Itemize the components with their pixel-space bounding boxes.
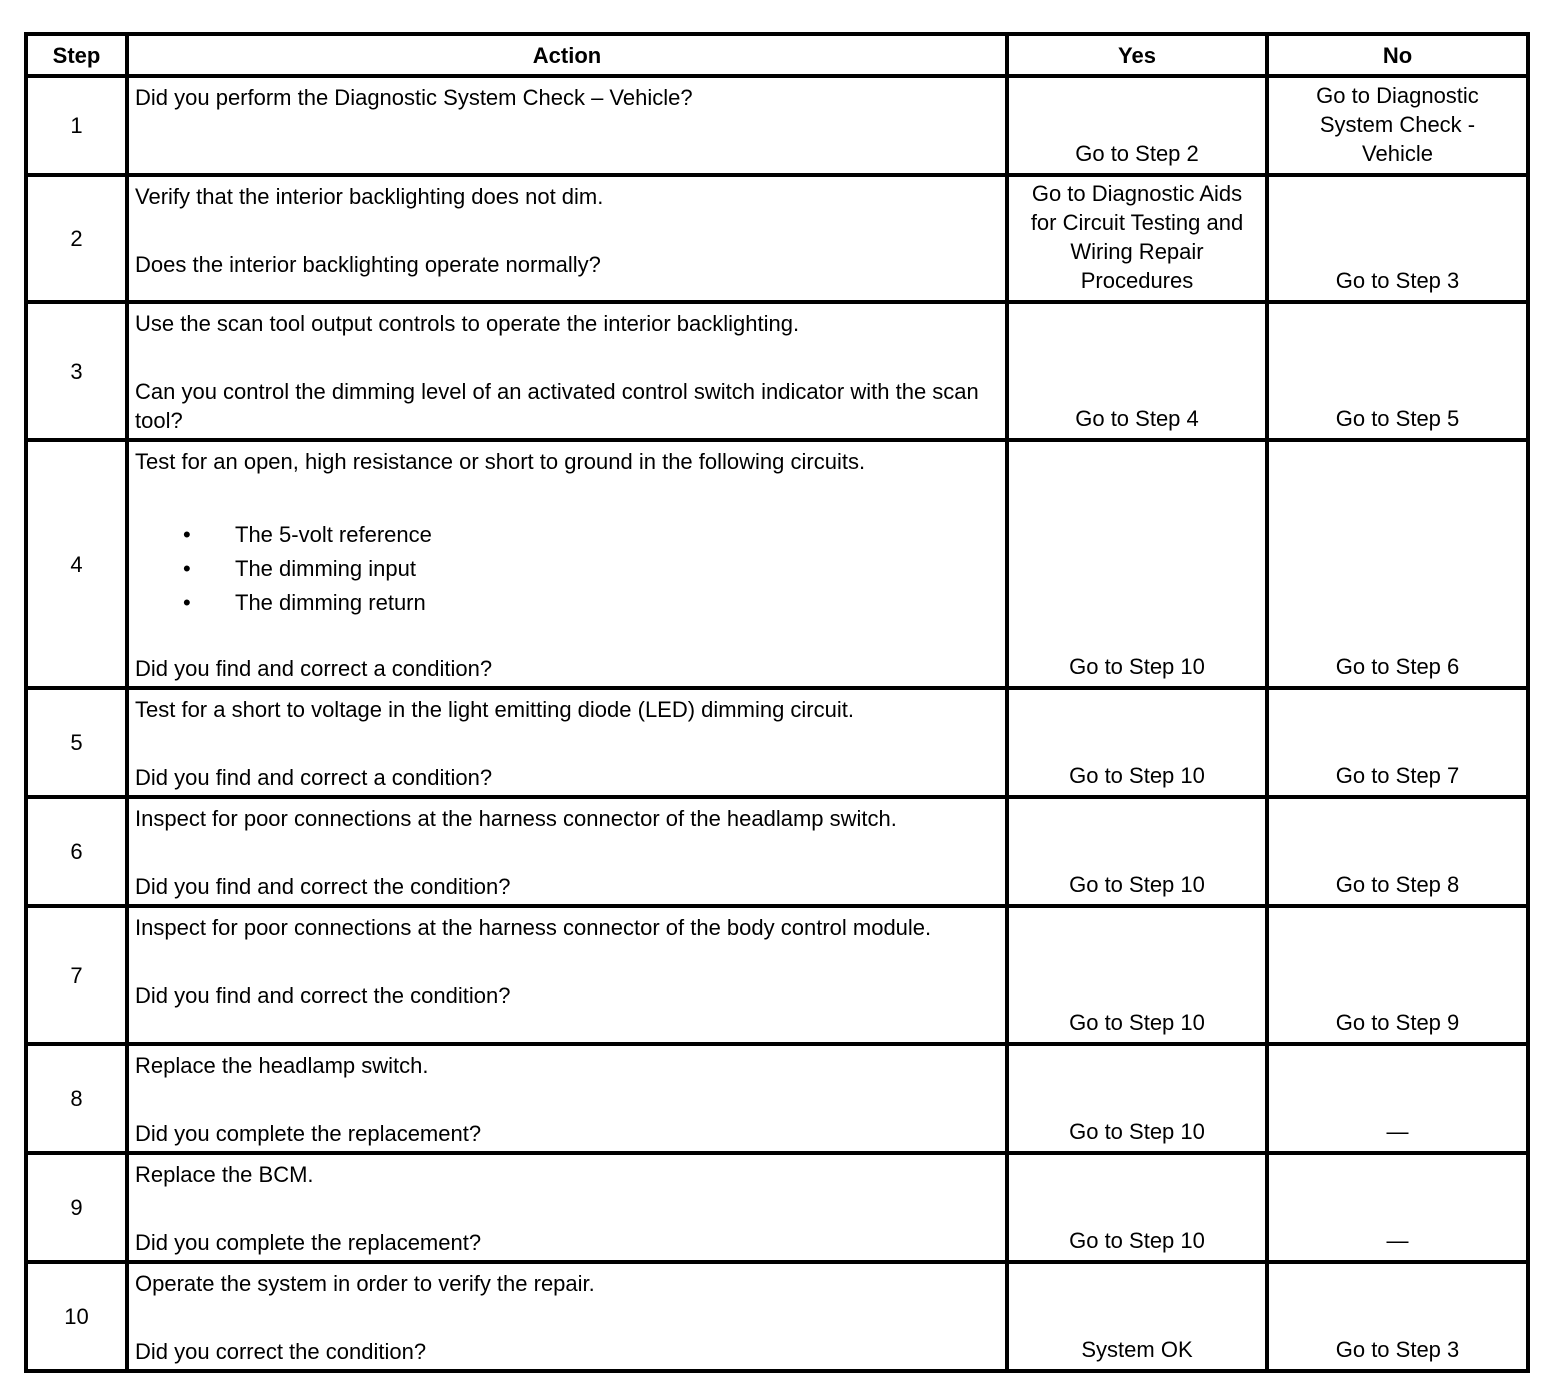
no-result: — xyxy=(1265,1042,1530,1155)
action-text: Did you find and correct a condition? xyxy=(135,656,493,681)
yes-result: Go to Step 10 xyxy=(1005,686,1269,799)
header-step: Step xyxy=(24,32,129,78)
bullet-icon: • xyxy=(183,590,191,615)
action-text: Did you perform the Diagnostic System Ch… xyxy=(135,85,693,110)
action-text: Verify that the interior backlighting do… xyxy=(135,184,604,209)
action-text: Test for an open, high resistance or sho… xyxy=(135,449,866,474)
no-result: Go to Step 7 xyxy=(1265,686,1530,799)
no-result: Go to Step 6 xyxy=(1265,438,1530,690)
table-row: 2 Verify that the interior backlighting d… xyxy=(24,173,1530,304)
no-result: Go to Step 5 xyxy=(1265,300,1530,442)
header-yes: Yes xyxy=(1005,32,1269,78)
action-cell: Operate the system in order to verify th… xyxy=(125,1260,1009,1373)
yes-result: Go to Step 4 xyxy=(1005,300,1269,442)
yes-result: Go to Step 10 xyxy=(1005,1042,1269,1155)
table-row: 5 Test for a short to voltage in the ligh… xyxy=(24,686,1530,799)
action-text: Can you control the dimming level of an … xyxy=(135,379,979,433)
step-number: 10 xyxy=(24,1260,129,1373)
action-cell: Inspect for poor connections at the harn… xyxy=(125,795,1009,908)
action-cell: Replace the headlamp switch. Did you comp… xyxy=(125,1042,1009,1155)
bullet-icon: • xyxy=(183,556,191,581)
action-text: Did you find and correct the condition? xyxy=(135,874,511,899)
yes-result: Go to Step 10 xyxy=(1005,795,1269,908)
header-action: Action xyxy=(125,32,1009,78)
diagnostic-table: Step Action Yes No 1 Did you perform the … xyxy=(24,32,1530,1373)
header-no: No xyxy=(1265,32,1530,78)
step-number: 4 xyxy=(24,438,129,690)
bullet-list: • The 5-volt reference • The dimming input •… xyxy=(135,518,999,620)
no-result: — xyxy=(1265,1151,1530,1264)
action-cell: Use the scan tool output controls to ope… xyxy=(125,300,1009,442)
table-row: 7 Inspect for poor connections at the har… xyxy=(24,904,1530,1046)
action-text: Did you find and correct a condition? xyxy=(135,765,493,790)
bullet-item: • The 5-volt reference xyxy=(135,518,999,552)
step-number: 1 xyxy=(24,74,129,177)
action-text: Replace the BCM. xyxy=(135,1162,314,1187)
action-cell: Inspect for poor connections at the harn… xyxy=(125,904,1009,1046)
action-text: Inspect for poor connections at the harn… xyxy=(135,806,897,831)
yes-result: Go to Step 10 xyxy=(1005,1151,1269,1264)
no-result: Go to Step 3 xyxy=(1265,173,1530,304)
bullet-icon: • xyxy=(183,522,191,547)
table-row: 10 Operate the system in order to verify … xyxy=(24,1260,1530,1373)
action-text: Use the scan tool output controls to ope… xyxy=(135,311,800,336)
step-number: 9 xyxy=(24,1151,129,1264)
bullet-item: • The dimming input xyxy=(135,552,999,586)
action-text: Did you complete the replacement? xyxy=(135,1230,482,1255)
bullet-item: • The dimming return xyxy=(135,586,999,620)
action-text: Test for a short to voltage in the light… xyxy=(135,697,854,722)
table-row: 8 Replace the headlamp switch. Did you com… xyxy=(24,1042,1530,1155)
action-cell: Did you perform the Diagnostic System Ch… xyxy=(125,74,1009,177)
table-row: 1 Did you perform the Diagnostic System C… xyxy=(24,74,1530,177)
table-row: 3 Use the scan tool output controls to op… xyxy=(24,300,1530,442)
action-text: Inspect for poor connections at the harn… xyxy=(135,915,932,940)
action-cell: Test for a short to voltage in the light… xyxy=(125,686,1009,799)
no-result: Go to Step 3 xyxy=(1265,1260,1530,1373)
no-result: Go to Step 8 xyxy=(1265,795,1530,908)
action-cell: Test for an open, high resistance or sho… xyxy=(125,438,1009,690)
step-number: 5 xyxy=(24,686,129,799)
action-text: Did you complete the replacement? xyxy=(135,1121,482,1146)
action-text: Did you find and correct the condition? xyxy=(135,983,511,1008)
yes-result: Go to Step 10 xyxy=(1005,438,1269,690)
step-number: 7 xyxy=(24,904,129,1046)
table-row: 4 Test for an open, high resistance or sh… xyxy=(24,438,1530,690)
action-cell: Replace the BCM. Did you complete the rep… xyxy=(125,1151,1009,1264)
table-row: 9 Replace the BCM. Did you complete the re… xyxy=(24,1151,1530,1264)
yes-result: Go to Step 10 xyxy=(1005,904,1269,1046)
step-number: 3 xyxy=(24,300,129,442)
yes-result: Go to Step 2 xyxy=(1005,74,1269,177)
no-result: Go to Step 9 xyxy=(1265,904,1530,1046)
yes-result: Go to Diagnostic Aids for Circuit Testin… xyxy=(1005,173,1269,304)
step-number: 8 xyxy=(24,1042,129,1155)
action-text: Replace the headlamp switch. xyxy=(135,1053,429,1078)
bullet-text: The dimming return xyxy=(235,590,426,615)
bullet-text: The 5-volt reference xyxy=(235,522,432,547)
action-cell: Verify that the interior backlighting do… xyxy=(125,173,1009,304)
action-text: Does the interior backlighting operate n… xyxy=(135,252,601,277)
step-number: 2 xyxy=(24,173,129,304)
action-text: Did you correct the condition? xyxy=(135,1339,427,1364)
no-result: Go to Diagnostic System Check - Vehicle xyxy=(1265,74,1530,177)
yes-result: System OK xyxy=(1005,1260,1269,1373)
header-row: Step Action Yes No xyxy=(24,32,1530,78)
step-number: 6 xyxy=(24,795,129,908)
table-row: 6 Inspect for poor connections at the har… xyxy=(24,795,1530,908)
action-text: Operate the system in order to verify th… xyxy=(135,1271,595,1296)
bullet-text: The dimming input xyxy=(235,556,416,581)
